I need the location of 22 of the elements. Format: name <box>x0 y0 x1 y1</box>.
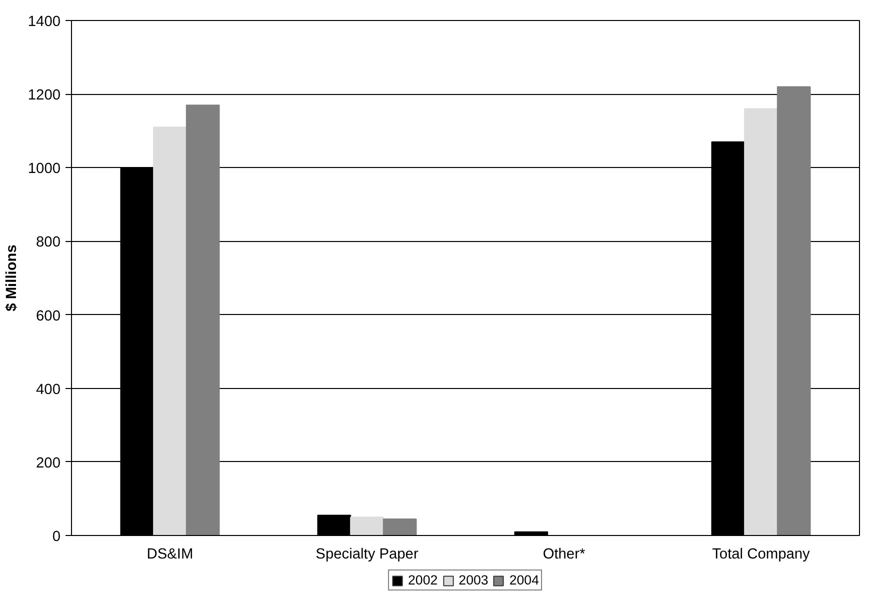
x-tick-label: Specialty Paper <box>316 546 418 562</box>
legend-label: 2004 <box>509 572 539 588</box>
y-tick-label: 400 <box>36 382 61 398</box>
bar <box>350 516 384 536</box>
y-tick-label: 1000 <box>28 161 61 178</box>
y-tick-label: 1400 <box>28 14 61 30</box>
y-axis-title: $ Millions <box>4 244 20 312</box>
y-tick-label: 1200 <box>28 88 61 104</box>
y-tick-label: 800 <box>36 234 61 251</box>
bar <box>776 86 811 536</box>
bar <box>744 108 778 536</box>
y-tick-label: 200 <box>36 455 61 472</box>
x-tick-label: Other* <box>542 546 586 562</box>
x-tick-label: Total Company <box>712 546 811 562</box>
bar <box>382 518 417 536</box>
y-tick-label: 0 <box>52 529 61 545</box>
bar <box>153 126 187 536</box>
legend-label: 2002 <box>408 572 438 588</box>
bar <box>186 104 220 536</box>
y-tick-label: 600 <box>36 308 61 324</box>
x-tick-label: DS&IM <box>146 546 194 562</box>
legend-label: 2003 <box>458 572 488 588</box>
